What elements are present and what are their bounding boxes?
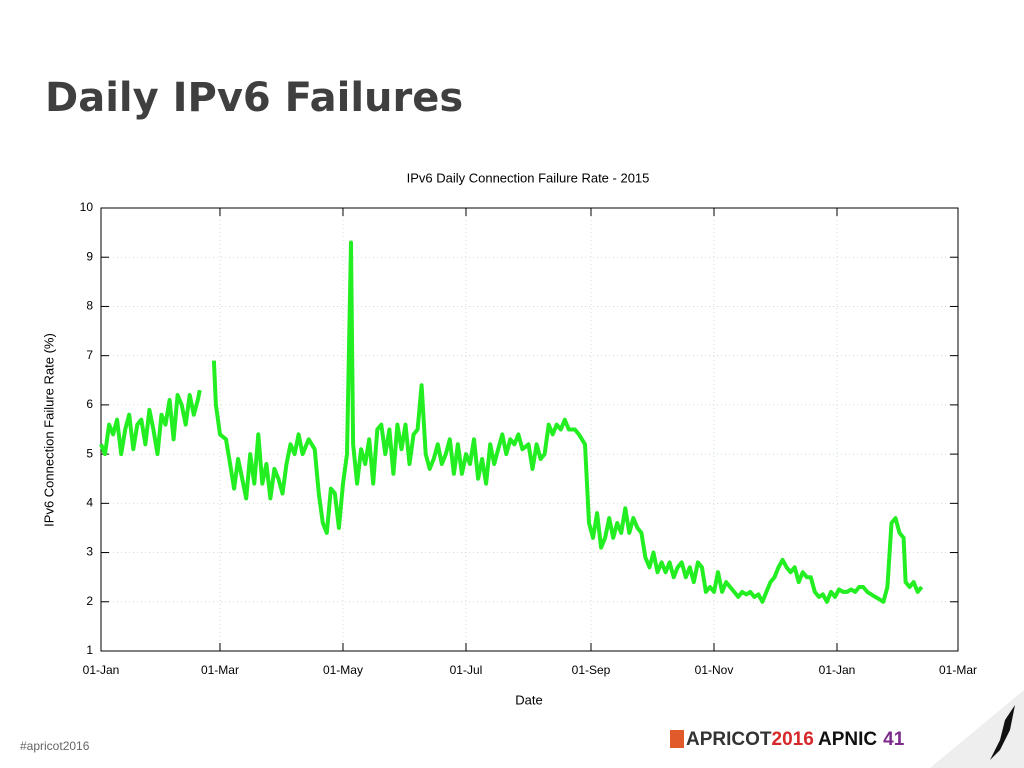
logo-apricot-text: APRICOT xyxy=(686,729,772,750)
y-tick-label: 9 xyxy=(86,249,93,263)
x-tick-label: 01-Jan xyxy=(819,663,856,677)
y-tick-label: 1 xyxy=(86,643,93,657)
y-tick-label: 7 xyxy=(86,348,93,362)
plot-frame xyxy=(100,207,959,652)
x-tick-label: 01-Mar xyxy=(939,663,977,677)
y-tick-label: 3 xyxy=(86,545,93,559)
logo-apnic-text: APNIC xyxy=(818,729,877,750)
y-tick-label: 8 xyxy=(86,299,93,313)
y-tick-label: 4 xyxy=(86,496,93,510)
chart-title: IPv6 Daily Connection Failure Rate - 201… xyxy=(407,170,650,185)
x-tick-label: 01-May xyxy=(323,663,363,677)
nz-map-icon xyxy=(990,705,1015,760)
logo-year: 2016 xyxy=(772,729,814,750)
logo-icon xyxy=(670,730,684,748)
data-line xyxy=(99,240,924,604)
y-tick-label: 5 xyxy=(86,446,93,460)
y-tick-label: 10 xyxy=(80,200,94,214)
x-tick-label: 01-Jul xyxy=(450,663,483,677)
x-tick-label: 01-Sep xyxy=(572,663,611,677)
x-axis-label: Date xyxy=(515,692,542,707)
logo-apnic: APNIC 41 xyxy=(818,729,905,750)
y-tick-label: 2 xyxy=(86,594,93,608)
plot-area: 1 2 3 4 5 6 7 8 9 10 01-Jan 01-Mar 01-May 01-Jul 01-Se… xyxy=(80,200,977,677)
logo-apricot: APRICOT2016 xyxy=(686,729,814,750)
x-tick-label: 01-Jan xyxy=(83,663,120,677)
x-tick-label: 01-Mar xyxy=(201,663,239,677)
y-axis-label: IPv6 Connection Failure Rate (%) xyxy=(41,333,56,527)
slide-title: Daily IPv6 Failures xyxy=(45,75,463,121)
y-tick-label: 6 xyxy=(86,397,93,411)
x-tick-label: 01-Nov xyxy=(695,663,734,677)
footer-hashtag: #apricot2016 xyxy=(20,739,90,753)
logo-number: 41 xyxy=(883,729,905,750)
